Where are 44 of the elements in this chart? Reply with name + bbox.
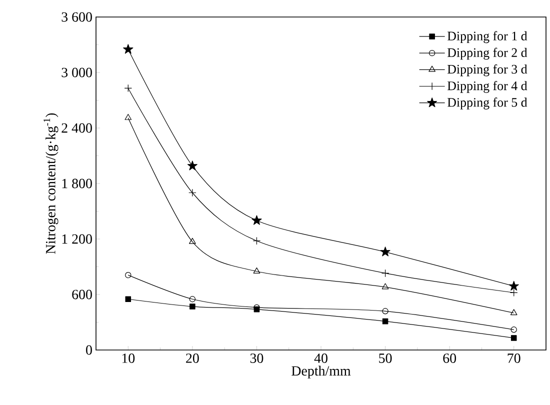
x-axis-title: Depth/mm [292,366,351,378]
legend-label: Dipping for 2 d [447,48,528,60]
y-tick-label: 600 [72,290,92,300]
y-axis-title: Nitrogen content/(g·kg$^{-1}$) [44,113,58,254]
y-tick-label: 1 800 [62,178,92,188]
y-tick-label: 1 200 [62,234,92,244]
point [510,309,518,316]
x-tick-label: 50 [379,354,392,363]
x-tick-label: 30 [250,354,264,363]
legend-label: Dipping for 1 d [447,31,528,44]
point [125,296,132,302]
x-tick-label: 20 [186,354,199,363]
point [382,283,389,290]
point [187,160,198,170]
point [189,238,196,244]
point [188,188,196,197]
point [190,304,196,310]
point [252,215,262,225]
point [381,269,390,278]
legend-label: Dipping for 5 d [447,98,528,110]
point [125,272,132,278]
y-tick-label: 2 400 [62,123,92,133]
y-tick-label: 3 600 [62,12,92,22]
point [382,318,388,324]
x-tick-label: 10 [122,354,135,363]
point [380,246,390,256]
point [124,114,132,120]
point [123,44,134,54]
point [124,84,132,92]
point [510,326,517,333]
point [508,280,519,291]
point [510,335,517,341]
y-tick-label: 0 [86,345,92,355]
point [189,296,196,302]
point [253,267,260,274]
x-tick-label: 60 [443,354,456,363]
x-tick-label: 70 [508,354,520,363]
legend-label: Dipping for 4 d [447,80,528,93]
x-tick-label: 40 [314,354,328,363]
point [252,236,261,245]
point [382,308,388,314]
point [510,288,518,297]
legend-label: Dipping for 3 d [447,64,528,76]
y-tick-label: 3 000 [62,68,92,78]
